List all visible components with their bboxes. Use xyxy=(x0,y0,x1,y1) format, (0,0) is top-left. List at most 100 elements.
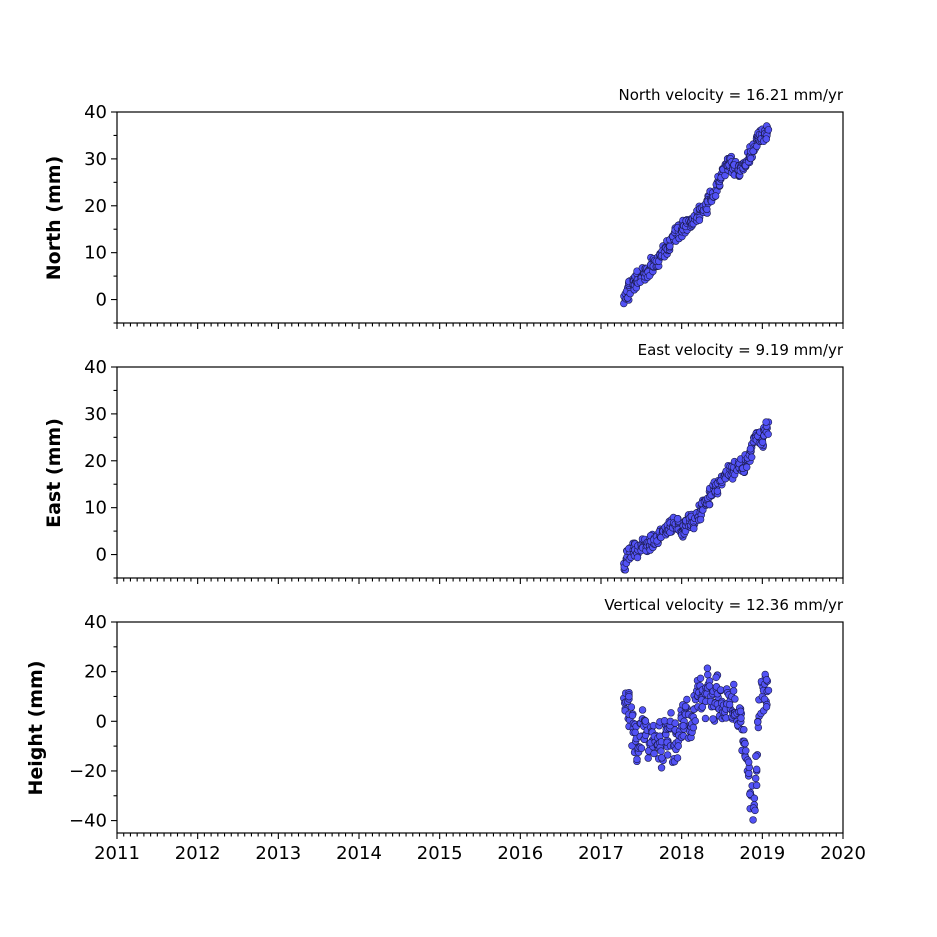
data-point xyxy=(764,430,772,438)
data-point xyxy=(750,794,759,803)
y-tick-label: −40 xyxy=(69,811,107,832)
data-point xyxy=(748,453,756,461)
data-point xyxy=(729,687,738,695)
y-tick-label: 20 xyxy=(84,662,107,683)
x-tick-label: 2011 xyxy=(94,843,140,864)
data-point xyxy=(742,747,750,755)
data-point xyxy=(736,707,745,716)
data-point xyxy=(633,553,642,562)
x-tick-label: 2015 xyxy=(417,843,463,864)
x-tick-label: 2013 xyxy=(255,843,301,864)
data-point xyxy=(754,718,762,726)
data-point xyxy=(638,706,647,714)
data-point xyxy=(657,764,666,772)
data-point xyxy=(696,674,705,683)
y-tick-label: 10 xyxy=(84,498,107,519)
y-tick-label: 20 xyxy=(84,451,107,472)
data-point xyxy=(698,703,707,711)
data-point xyxy=(764,126,773,134)
data-point xyxy=(730,680,738,689)
panel-title-east: East velocity = 9.19 mm/yr xyxy=(638,341,844,359)
data-point xyxy=(625,692,633,701)
data-point xyxy=(657,747,665,755)
y-axis-label-height: Height (mm) xyxy=(25,660,47,795)
data-point xyxy=(696,515,705,524)
data-point xyxy=(746,154,755,163)
data-point xyxy=(749,147,757,155)
data-point xyxy=(744,758,753,766)
data-point xyxy=(762,418,770,426)
data-point xyxy=(674,742,682,750)
data-point xyxy=(691,717,699,725)
data-point xyxy=(737,714,745,722)
y-tick-label: 10 xyxy=(84,243,107,264)
data-point xyxy=(663,751,672,759)
plot-frame-height xyxy=(116,621,844,834)
data-point xyxy=(689,723,698,732)
data-point xyxy=(762,676,771,684)
data-point xyxy=(703,664,712,672)
data-point xyxy=(731,695,739,703)
data-points-height xyxy=(620,664,773,824)
data-point xyxy=(690,524,698,533)
data-points-north xyxy=(620,122,773,308)
data-points-east xyxy=(620,418,773,574)
data-point xyxy=(743,463,751,471)
data-point xyxy=(681,702,690,711)
y-tick-label: 0 xyxy=(96,545,107,566)
data-point xyxy=(751,806,759,815)
data-point xyxy=(641,717,650,725)
data-point xyxy=(628,711,637,720)
data-point xyxy=(722,714,730,722)
data-point xyxy=(637,744,646,753)
data-point xyxy=(752,781,761,790)
y-tick-label: −20 xyxy=(69,761,107,782)
x-tick-label: 2017 xyxy=(578,843,624,864)
data-point xyxy=(764,686,773,695)
data-point xyxy=(749,816,757,824)
panel-north: North velocity = 16.21 mm/yr North (mm) … xyxy=(43,86,844,329)
data-point xyxy=(705,500,714,509)
data-point xyxy=(762,135,771,143)
ticks-height: −40 −20 0 20 40 2011 2012 2013 2014 2015 2016 2017 2… xyxy=(69,612,866,864)
data-point xyxy=(752,765,761,774)
data-point xyxy=(741,739,749,748)
data-point xyxy=(671,719,679,727)
y-tick-label: 40 xyxy=(84,612,107,633)
data-point xyxy=(667,709,675,717)
data-point xyxy=(751,774,760,783)
panel-east: East velocity = 9.19 mm/yr East (mm) 0 10… xyxy=(43,341,844,584)
data-point xyxy=(679,722,687,730)
data-point xyxy=(758,438,767,446)
ticks-north: 0 10 20 30 40 xyxy=(84,102,844,329)
plot-frame-east xyxy=(116,366,844,579)
y-tick-label: 20 xyxy=(84,196,107,217)
data-point xyxy=(701,714,710,723)
x-tick-label: 2014 xyxy=(336,843,382,864)
data-point xyxy=(712,673,720,682)
data-point xyxy=(752,752,760,760)
data-point xyxy=(633,755,641,763)
plot-frame-north xyxy=(116,111,844,324)
y-tick-label: 30 xyxy=(84,149,107,170)
data-point xyxy=(666,242,674,251)
data-point xyxy=(673,754,682,762)
x-tick-label: 2019 xyxy=(739,843,785,864)
panel-title-height: Vertical velocity = 12.36 mm/yr xyxy=(604,596,844,614)
data-point xyxy=(740,726,748,734)
x-tick-label: 2016 xyxy=(497,843,543,864)
data-point xyxy=(716,686,725,694)
data-point xyxy=(644,754,652,762)
x-tick-label: 2012 xyxy=(175,843,221,864)
x-tick-label: 2018 xyxy=(659,843,705,864)
data-point xyxy=(713,487,722,495)
data-point xyxy=(673,515,682,523)
data-point xyxy=(627,703,636,711)
data-point xyxy=(695,216,704,224)
x-tick-label: 2020 xyxy=(820,843,866,864)
panel-title-north: North velocity = 16.21 mm/yr xyxy=(619,86,844,104)
y-tick-label: 0 xyxy=(96,290,107,311)
panel-height: Vertical velocity = 12.36 mm/yr Height (… xyxy=(25,596,866,864)
data-point xyxy=(746,445,755,453)
